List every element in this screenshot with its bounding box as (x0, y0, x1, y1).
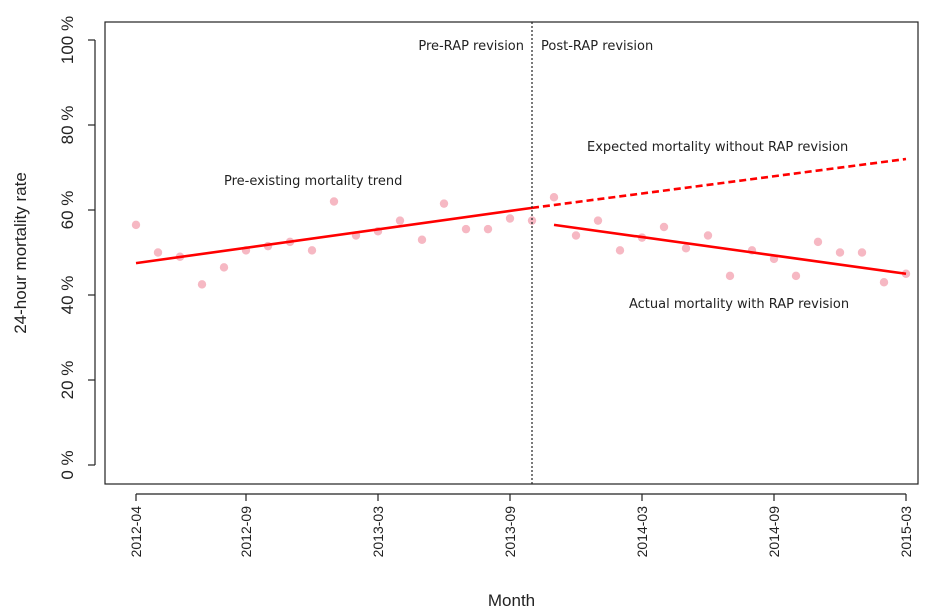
data-point-2015-01 (857, 248, 867, 257)
x-axis-label: Month (488, 591, 535, 610)
y-tick-label: 0 % (58, 450, 77, 479)
trend-line-1 (135, 206, 533, 265)
pre-trend-label: Pre-existing mortality trend (224, 174, 402, 189)
data-point-2014-05 (681, 244, 691, 253)
data-point-2012-04 (131, 220, 141, 230)
x-tick-label: 2015-03 (898, 506, 914, 558)
data-point-2012-05 (153, 248, 163, 257)
y-tick-label: 40 % (58, 276, 77, 315)
data-point-2014-07 (725, 271, 735, 281)
plot-frame (104, 21, 919, 485)
data-point-2012-07 (197, 280, 207, 289)
data-point-2013-09 (505, 214, 515, 223)
pre-rap-label: Pre-RAP revision (418, 39, 524, 54)
y-axis: 0 % 20 % 40 % 60 % 80 % 100 % (58, 16, 96, 480)
data-point-2014-11 (813, 237, 823, 247)
data-point-2013-12 (571, 231, 581, 240)
data-point-2015-02 (879, 278, 889, 287)
y-tick-label: 100 % (58, 16, 77, 64)
y-axis-label: 24-hour mortality rate (11, 172, 30, 334)
data-point-2012-12 (307, 246, 317, 255)
y-tick-label: 20 % (58, 361, 77, 400)
x-axis: 2012-04 2012-09 2013-03 2013-09 2014-03 2014-… (128, 493, 914, 558)
data-point-2014-02 (615, 246, 625, 255)
post-rap-label: Post-RAP revision (541, 39, 653, 54)
data-point-2013-01 (329, 197, 339, 206)
trend-line-2 (531, 157, 907, 210)
data-point-2013-10 (527, 216, 537, 225)
data-point-2014-01 (593, 216, 603, 225)
data-point-2013-05 (417, 235, 427, 244)
data-point-2014-12 (835, 248, 845, 257)
x-tick-label: 2014-03 (634, 506, 650, 558)
data-point-2013-08 (483, 224, 493, 234)
expected-mortality-label: Expected mortality without RAP revision (587, 140, 848, 155)
x-tick-label: 2012-04 (128, 506, 144, 558)
data-point-2012-08 (219, 263, 229, 272)
x-tick-label: 2014-09 (766, 506, 782, 558)
x-tick-label: 2013-09 (502, 506, 518, 558)
actual-mortality-label: Actual mortality with RAP revision (629, 297, 849, 312)
y-tick-label: 80 % (58, 106, 77, 145)
x-tick-label: 2013-03 (370, 506, 386, 558)
data-point-2014-10 (791, 271, 801, 281)
trend-line-3 (553, 223, 907, 276)
trend-lines (135, 157, 907, 276)
data-point-2013-04 (395, 216, 405, 225)
data-point-2014-06 (703, 231, 713, 240)
data-point-2013-06 (439, 199, 449, 208)
x-tick-label: 2012-09 (238, 506, 254, 558)
data-points (131, 193, 911, 289)
y-tick-label: 60 % (58, 191, 77, 230)
data-point-2013-07 (461, 224, 471, 234)
data-point-2014-04 (659, 222, 669, 232)
data-point-2013-11 (549, 193, 559, 202)
